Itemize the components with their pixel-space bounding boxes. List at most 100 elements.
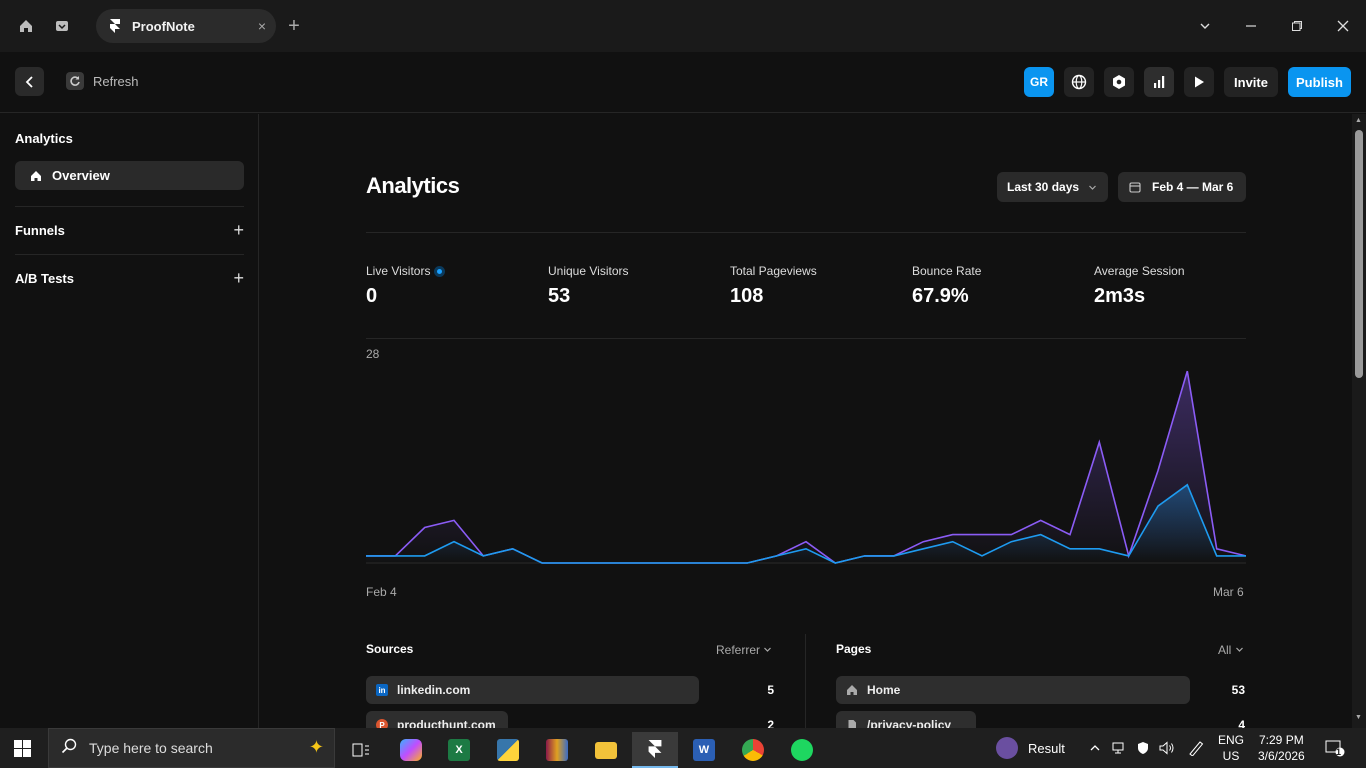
winrar-app-icon[interactable] — [534, 732, 580, 768]
analytics-icon[interactable] — [1144, 67, 1174, 97]
network-icon[interactable] — [1112, 728, 1128, 768]
close-tab-icon[interactable]: × — [257, 18, 266, 34]
framer-logo-icon — [110, 19, 120, 33]
divider — [15, 206, 244, 207]
scroll-up-icon[interactable]: ▲ — [1355, 117, 1362, 124]
result-widget-label: Result — [1028, 740, 1065, 756]
task-view-icon[interactable] — [338, 732, 384, 768]
chrome-app-icon[interactable] — [730, 732, 776, 768]
sources-filter-label: Referrer — [716, 643, 761, 657]
shield-icon[interactable] — [1136, 728, 1150, 768]
chevron-down-icon — [764, 647, 772, 652]
pen-icon[interactable] — [1187, 728, 1205, 768]
search-placeholder: Type here to search — [89, 740, 213, 756]
stat-value: 67.9% — [912, 285, 969, 307]
globe-icon[interactable] — [1064, 67, 1094, 97]
stat-label: Average Session — [1094, 264, 1185, 278]
sidebar-group-label: A/B Tests — [15, 270, 74, 286]
sidebar-group-ab-tests[interactable]: A/B Tests + — [15, 268, 244, 288]
avatar[interactable]: GR — [1024, 67, 1054, 97]
sidebar-item-overview[interactable]: Overview — [15, 161, 244, 190]
language-code: ENG — [1218, 733, 1245, 747]
clock[interactable]: 7:29 PM 3/6/2026 — [1258, 732, 1305, 764]
result-widget[interactable]: Result — [996, 728, 1065, 768]
invite-button[interactable]: Invite — [1224, 67, 1278, 97]
sparkle-icon: ✦ — [308, 737, 324, 757]
sidebar-item-label: Overview — [52, 168, 110, 183]
word-app-icon[interactable]: W — [681, 732, 727, 768]
clock-date: 3/6/2026 — [1258, 749, 1305, 763]
page-row-home[interactable]: Home — [836, 676, 1190, 704]
page-row-privacy-policy[interactable]: /privacy-policy — [836, 711, 976, 728]
chevron-left-icon — [25, 75, 33, 88]
windows-start-icon[interactable] — [14, 740, 31, 757]
chevron-down-icon[interactable] — [1193, 14, 1217, 38]
divider — [805, 634, 806, 728]
chart-x-end-label: Mar 6 — [1213, 585, 1244, 599]
range-select-label: Last 30 days — [1007, 180, 1080, 194]
chart-x-start-label: Feb 4 — [366, 585, 397, 599]
back-button[interactable] — [15, 67, 44, 96]
date-range-picker[interactable]: Feb 4 — Mar 6 — [1118, 172, 1246, 202]
minimize-icon[interactable] — [1239, 14, 1263, 38]
range-select[interactable]: Last 30 days — [997, 172, 1108, 202]
stat-value: 0 — [366, 285, 378, 307]
publish-button[interactable]: Publish — [1288, 67, 1351, 97]
restore-icon[interactable] — [1285, 14, 1309, 38]
volume-icon[interactable] — [1159, 728, 1175, 768]
scrollbar-thumb[interactable] — [1355, 130, 1363, 378]
sidebar-group-label: Funnels — [15, 222, 65, 238]
pages-filter-dropdown[interactable]: All — [1218, 643, 1244, 657]
new-tab-button[interactable]: + — [288, 14, 300, 37]
refresh-label: Refresh — [93, 73, 139, 89]
pages-filter-label: All — [1218, 643, 1232, 657]
stat-bounce-rate: Bounce Rate 67.9% — [912, 264, 981, 308]
file-explorer-icon[interactable] — [583, 732, 629, 768]
sources-filter-dropdown[interactable]: Referrer — [716, 643, 772, 657]
main-content: Analytics Last 30 days Feb 4 — Mar 6 Liv… — [260, 114, 1352, 728]
calendar-icon — [1129, 182, 1141, 193]
language-indicator[interactable]: ENG US — [1218, 732, 1244, 764]
tab-title: ProofNote — [132, 18, 195, 34]
taskbar-search[interactable]: Type here to search ✦ — [48, 728, 335, 768]
excel-app-icon[interactable]: X — [436, 732, 482, 768]
divider — [15, 254, 244, 255]
settings-hexagon-icon[interactable] — [1104, 67, 1134, 97]
notification-icon[interactable]: 1 — [1325, 728, 1345, 768]
refresh-button[interactable]: Refresh — [66, 72, 139, 90]
add-funnel-button[interactable]: + — [233, 219, 244, 240]
divider — [366, 232, 1246, 233]
close-window-icon[interactable] — [1331, 14, 1355, 38]
python-app-icon[interactable] — [485, 732, 531, 768]
keyboard-layout: US — [1222, 749, 1240, 763]
stat-value: 108 — [730, 285, 764, 307]
scroll-down-icon[interactable]: ▼ — [1355, 714, 1362, 721]
result-widget-icon — [996, 737, 1018, 759]
linkedin-icon: in — [376, 684, 388, 696]
chart-series-1-line — [366, 483, 1246, 564]
spotify-app-icon[interactable] — [779, 732, 825, 768]
scrollbar[interactable]: ▲ ▼ — [1352, 114, 1366, 728]
source-row-producthunt[interactable]: P producthunt.com — [366, 711, 508, 728]
add-ab-test-button[interactable]: + — [233, 267, 244, 288]
home-icon — [31, 170, 41, 181]
inbox-icon[interactable] — [52, 16, 72, 36]
sources-title: Sources — [366, 642, 414, 656]
app-toolbar: Refresh GR Invite Publish — [0, 52, 1366, 113]
framer-app-icon[interactable] — [632, 732, 678, 768]
chart-y-max-label: 28 — [366, 347, 380, 361]
search-icon — [61, 738, 77, 759]
play-icon[interactable] — [1184, 67, 1214, 97]
home-icon[interactable] — [16, 16, 36, 36]
notification-count: 1 — [1336, 747, 1342, 757]
tab-proofnote[interactable]: ProofNote × — [96, 9, 276, 43]
copilot-app-icon[interactable] — [388, 732, 434, 768]
chevron-up-icon[interactable] — [1089, 728, 1101, 768]
source-row-linkedin[interactable]: in linkedin.com — [366, 676, 699, 704]
browser-titlebar: ProofNote × + — [0, 0, 1366, 52]
sidebar-group-funnels[interactable]: Funnels + — [15, 220, 244, 240]
page-value: 53 — [1231, 683, 1245, 697]
page-label: /privacy-policy — [867, 718, 952, 728]
stat-label: Total Pageviews — [730, 264, 817, 278]
stat-label: Live Visitors — [366, 264, 431, 278]
